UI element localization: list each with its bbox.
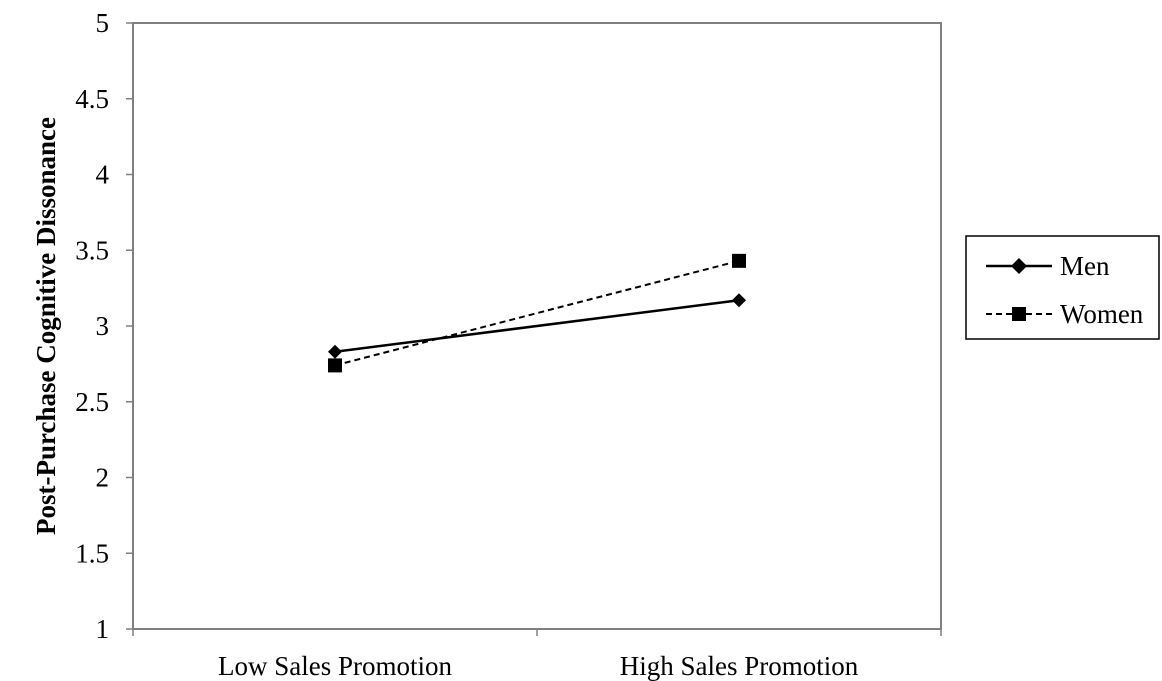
data-point-women: [732, 253, 746, 268]
legend-label-women: Women: [1060, 299, 1144, 329]
y-axis-title: Post-Purchase Cognitive Dissonance: [31, 117, 61, 535]
y-tick-label: 4.5: [75, 84, 109, 114]
x-axis: Low Sales Promotion High Sales Promotion: [132, 629, 942, 681]
legend-label-men: Men: [1060, 251, 1110, 281]
data-point-women: [328, 358, 342, 373]
y-tick-label: 2.5: [75, 387, 109, 417]
data-point-men: [732, 293, 746, 308]
y-tick-label: 1: [96, 614, 110, 644]
data-point-men: [328, 344, 342, 359]
series-lines: [334, 259, 740, 367]
y-tick-label: 3: [96, 311, 110, 341]
y-tick-label: 5: [96, 8, 110, 38]
legend-box: [965, 235, 1160, 340]
y-axis: 1 1.5 2 2.5 3 3.5 4 4.5 5: [75, 8, 133, 644]
y-tick-label: 3.5: [75, 235, 109, 265]
legend: Men Women: [965, 235, 1160, 340]
legend-diamond-icon: [1011, 258, 1027, 274]
series-markers: [328, 253, 746, 373]
x-tick-label: High Sales Promotion: [620, 651, 859, 681]
legend-square-icon: [1012, 307, 1026, 321]
y-tick-label: 4: [96, 160, 110, 190]
x-tick-label: Low Sales Promotion: [218, 651, 452, 681]
y-tick-label: 1.5: [75, 538, 109, 568]
series-line-men: [334, 299, 740, 353]
y-tick-label: 2: [96, 463, 110, 493]
